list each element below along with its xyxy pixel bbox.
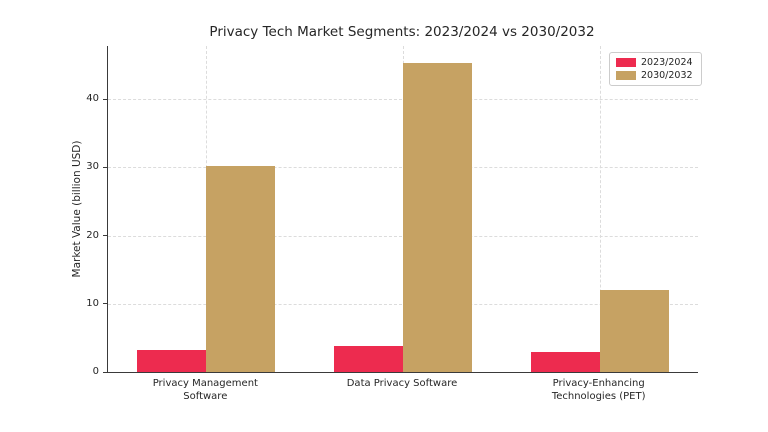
x-category-label: Privacy-Enhancing Technologies (PET): [551, 378, 646, 402]
legend-swatch-icon: [616, 58, 636, 67]
x-category-label: Privacy Management Software: [152, 378, 258, 402]
gridline-vertical: [599, 46, 601, 372]
legend-label: 2023/2024: [641, 57, 693, 68]
legend-item: 2023/2024: [616, 57, 693, 68]
y-tick-mark: [103, 371, 107, 373]
y-tick-mark: [103, 166, 107, 169]
bar: [599, 290, 669, 372]
plot-area: [107, 46, 698, 373]
y-axis-label: Market Value (billion USD): [71, 140, 83, 278]
legend-item: 2030/2032: [616, 70, 693, 81]
legend-swatch-icon: [616, 71, 636, 80]
x-category-label: Data Privacy Software: [346, 378, 458, 389]
y-tick-label: 40: [86, 93, 99, 105]
bar: [403, 63, 472, 372]
chart-title: Privacy Tech Market Segments: 2023/2024 …: [209, 24, 595, 40]
legend-label: 2030/2032: [641, 70, 693, 81]
y-tick-label: 0: [92, 366, 99, 377]
y-tick-label: 30: [86, 161, 99, 173]
bar: [530, 351, 600, 372]
bar: [334, 346, 403, 372]
y-tick-mark: [103, 235, 107, 237]
y-tick-label: 20: [86, 229, 99, 241]
y-tick-label: 10: [86, 297, 99, 309]
bar: [137, 349, 207, 372]
y-tick-mark: [103, 98, 107, 100]
y-tick-mark: [103, 303, 107, 305]
bar: [206, 166, 276, 372]
legend: 2023/2024 2030/2032: [609, 52, 702, 86]
